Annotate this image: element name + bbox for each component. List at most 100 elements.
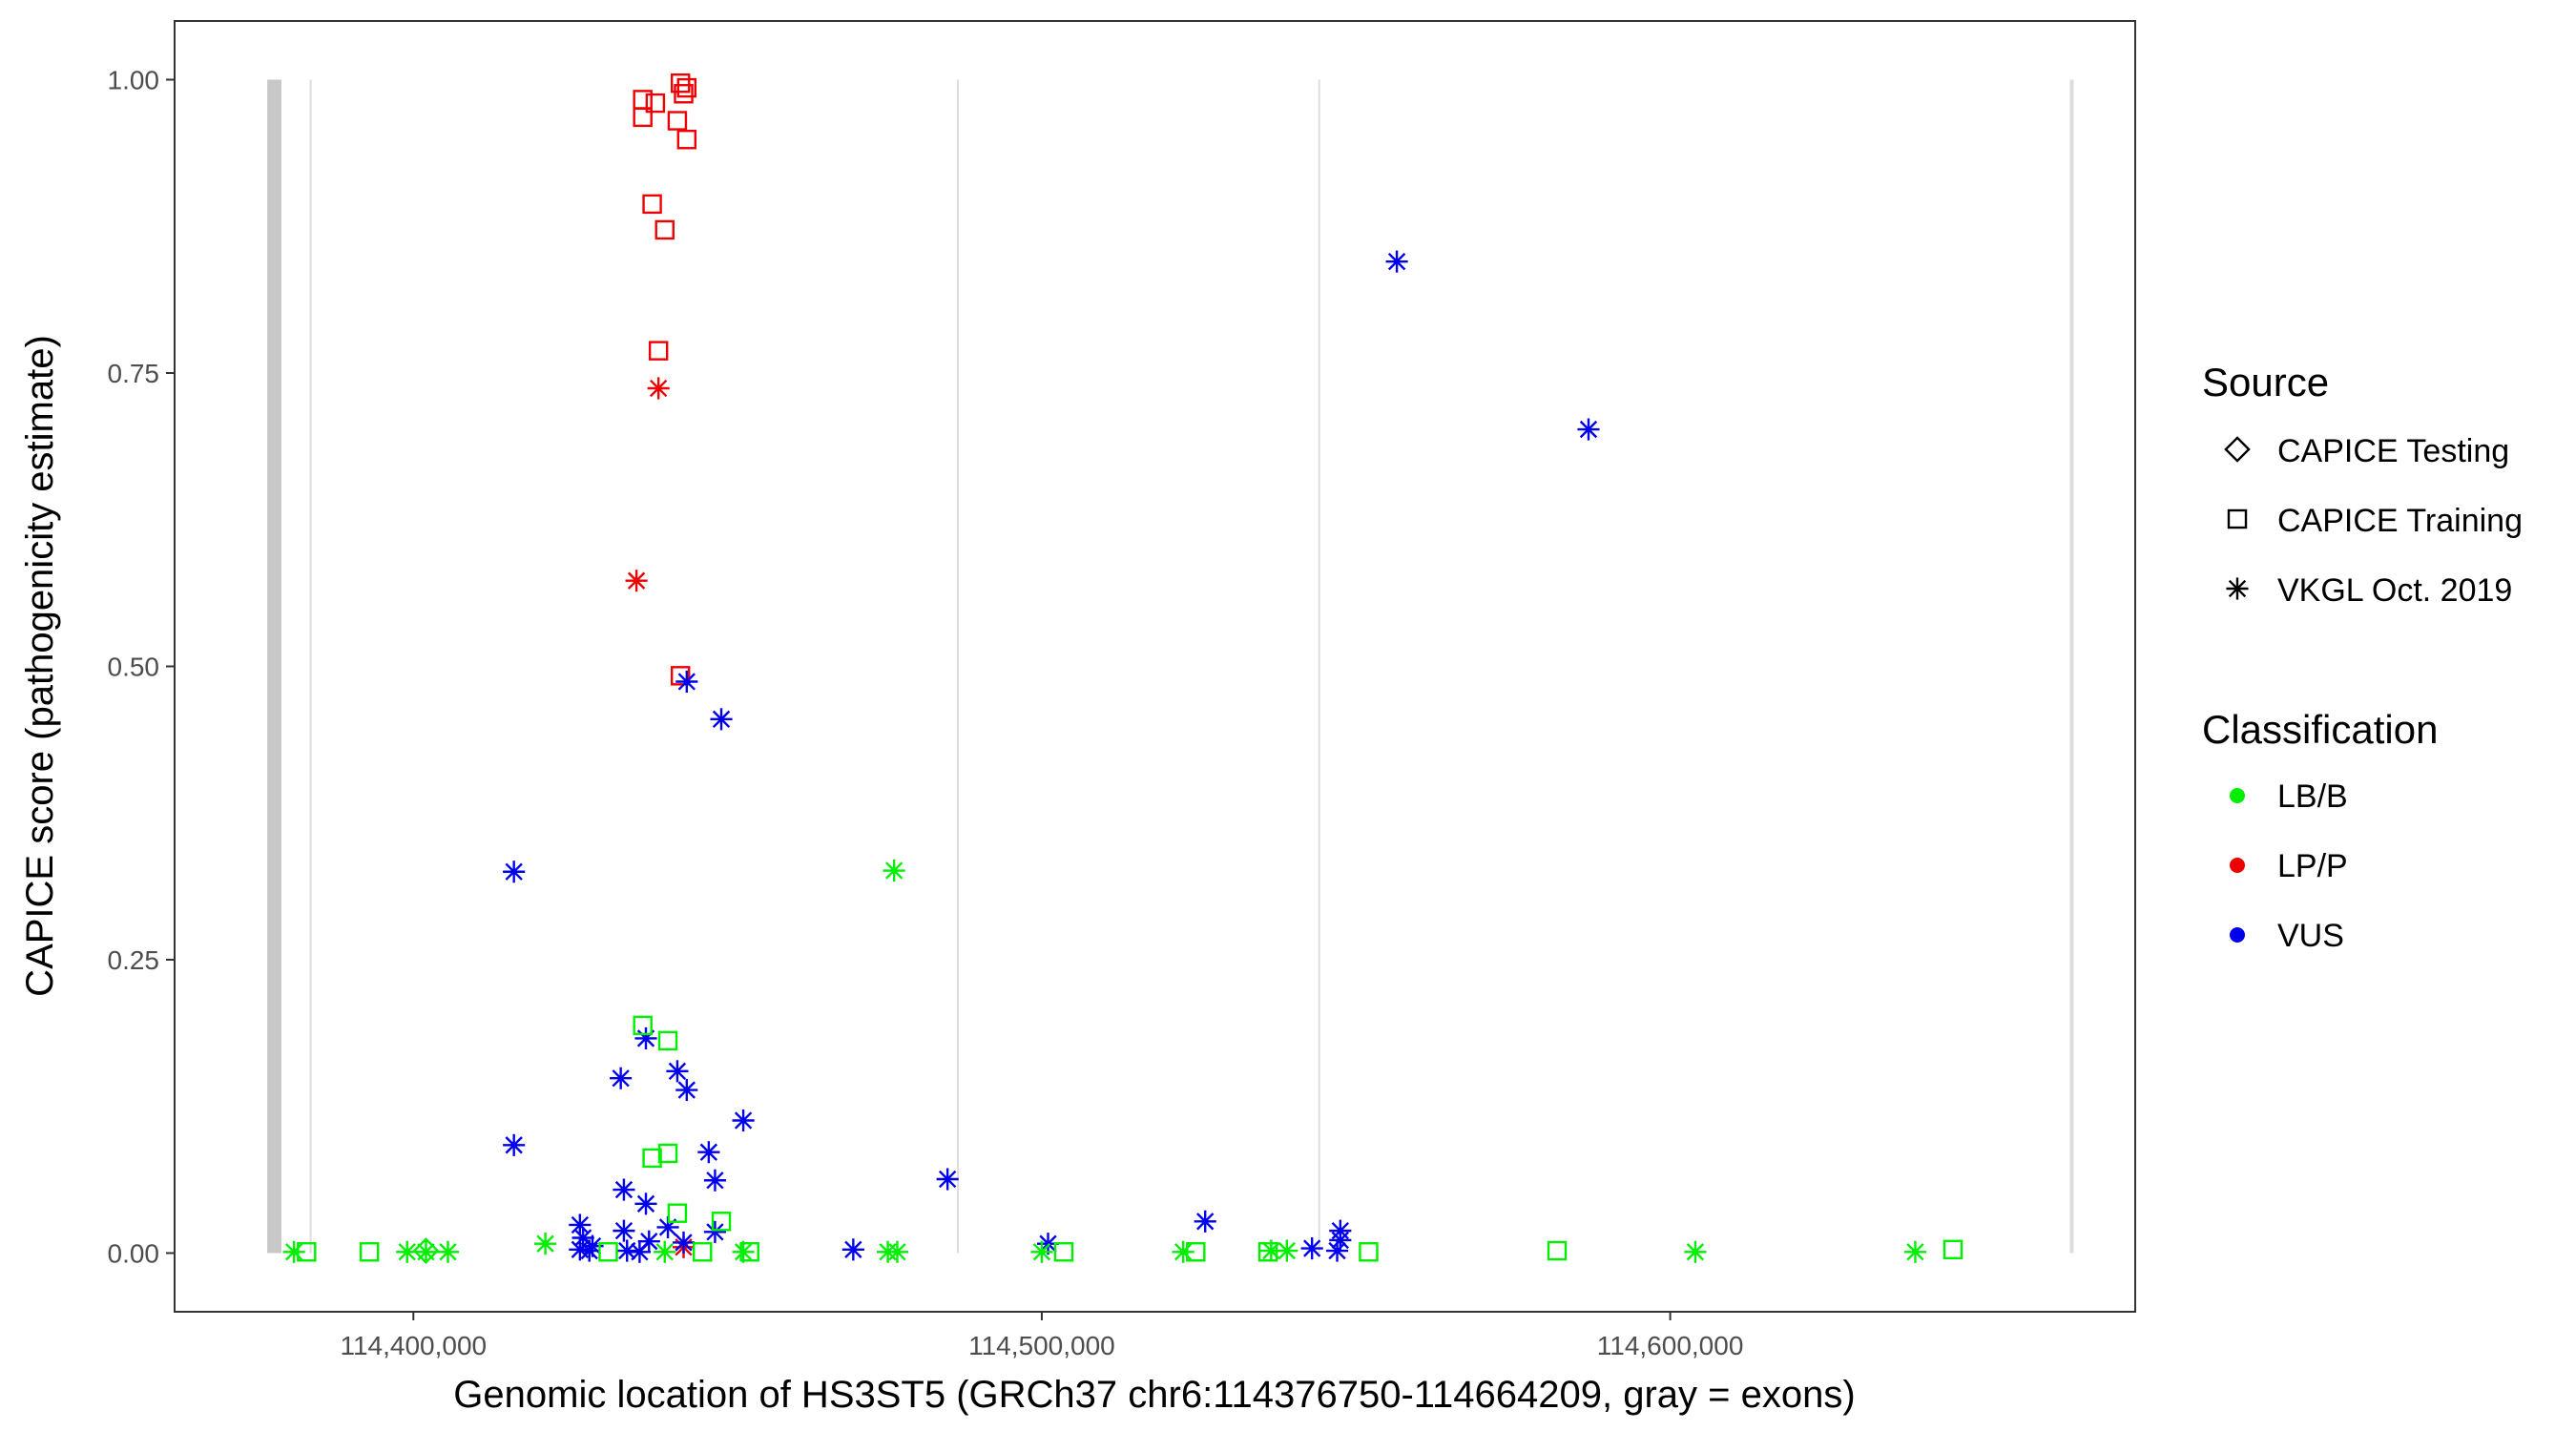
legend-label: CAPICE Testing — [2277, 433, 2509, 469]
data-point — [670, 73, 691, 93]
legend-color-dot — [2230, 788, 2245, 803]
data-point — [1194, 1210, 1216, 1233]
legend: Source CAPICE Testing CAPICE Training VKGL… — [2202, 360, 2523, 954]
y-tick-label: 0.50 — [108, 653, 160, 682]
legend-source-title: Source — [2202, 360, 2329, 404]
data-point — [666, 1060, 689, 1083]
data-point — [634, 1027, 657, 1049]
plot-panel-border — [174, 20, 2136, 1313]
legend-key-star — [2226, 577, 2249, 600]
data-point — [667, 1203, 688, 1223]
data-point — [703, 1169, 726, 1192]
data-point — [676, 130, 697, 150]
data-point — [1325, 1239, 1349, 1262]
exon-band — [2069, 79, 2074, 1254]
legend-class-items: LB/B LP/P VUS — [2230, 778, 2348, 954]
data-point — [693, 1242, 713, 1262]
data-point — [670, 666, 691, 686]
data-point — [412, 1237, 440, 1264]
data-point — [615, 1239, 638, 1262]
data-point — [936, 1168, 959, 1191]
data-point — [503, 861, 526, 883]
data-point — [1942, 1239, 1963, 1260]
data-point — [1276, 1239, 1298, 1262]
legend-label: CAPICE Training — [2277, 503, 2523, 539]
y-tick-label: 0.25 — [108, 945, 160, 975]
data-point — [1030, 1240, 1053, 1263]
data-point — [732, 1240, 755, 1263]
data-points — [282, 73, 1963, 1264]
data-point — [710, 708, 733, 731]
data-point — [667, 111, 688, 131]
legend-source-items: CAPICE Testing CAPICE Training VKGL Oct. 2… — [2224, 433, 2523, 609]
x-tick-label: 114,500,000 — [968, 1331, 1115, 1360]
data-point — [633, 1015, 653, 1036]
data-point — [676, 77, 697, 98]
y-axis-title: CAPICE score (pathogenicity estimate) — [19, 335, 61, 997]
data-point — [654, 219, 675, 240]
exon-band — [309, 79, 312, 1254]
exon-band — [267, 79, 281, 1254]
data-point — [703, 1220, 726, 1243]
data-point — [841, 1238, 864, 1261]
data-point — [534, 1233, 557, 1255]
data-point — [1547, 1240, 1568, 1261]
data-point — [1186, 1242, 1206, 1262]
data-point — [578, 1239, 601, 1262]
data-point — [732, 1109, 755, 1132]
legend-color-dot — [2230, 858, 2245, 873]
data-point — [359, 1242, 380, 1262]
data-point — [883, 859, 905, 882]
legend-label: VUS — [2277, 918, 2344, 954]
data-point — [1329, 1229, 1352, 1252]
data-point — [297, 1242, 317, 1262]
legend-label: LB/B — [2277, 778, 2348, 815]
data-point — [282, 1240, 305, 1263]
data-point — [642, 1148, 662, 1169]
exon-band — [1318, 79, 1320, 1254]
data-point — [739, 1242, 759, 1262]
data-point — [1577, 418, 1600, 441]
data-point — [672, 1231, 696, 1254]
data-point — [1359, 1242, 1379, 1262]
data-point — [657, 1030, 678, 1051]
data-point — [711, 1212, 732, 1232]
legend-label: LP/P — [2277, 848, 2348, 884]
data-point — [569, 1213, 592, 1236]
data-point — [598, 1242, 618, 1262]
data-point — [613, 1219, 635, 1242]
y-tick-label: 0.00 — [108, 1239, 160, 1269]
data-point — [675, 670, 698, 694]
exon-band — [957, 79, 960, 1254]
data-point — [436, 1240, 460, 1263]
x-axis-title: Genomic location of HS3ST5 (GRCh37 chr6:… — [453, 1374, 1855, 1416]
data-point — [647, 377, 670, 400]
data-point — [1684, 1240, 1707, 1263]
data-point — [885, 1240, 909, 1263]
legend-key-square — [2227, 508, 2248, 529]
data-point — [1903, 1240, 1927, 1263]
legend-key-diamond — [2224, 436, 2251, 463]
data-point — [674, 84, 694, 104]
data-point — [675, 1078, 698, 1102]
x-axis: 114,400,000 114,500,000 114,600,000 — [340, 1312, 1743, 1360]
data-point — [645, 93, 666, 114]
data-point — [1385, 250, 1408, 273]
data-point — [610, 1067, 633, 1089]
data-point — [414, 1240, 438, 1263]
y-tick-label: 1.00 — [108, 66, 160, 95]
data-point — [697, 1141, 720, 1164]
legend-color-dot — [2230, 927, 2245, 943]
data-point — [634, 1192, 657, 1215]
data-point — [625, 570, 648, 592]
data-point — [628, 1240, 651, 1263]
data-point — [637, 1230, 660, 1253]
data-point — [648, 341, 669, 361]
legend-classification-title: Classification — [2202, 707, 2438, 752]
data-point — [613, 1178, 635, 1201]
x-tick-label: 114,600,000 — [1597, 1331, 1744, 1360]
data-point — [1172, 1240, 1195, 1263]
data-point — [503, 1133, 526, 1156]
exon-bands — [267, 79, 2074, 1254]
